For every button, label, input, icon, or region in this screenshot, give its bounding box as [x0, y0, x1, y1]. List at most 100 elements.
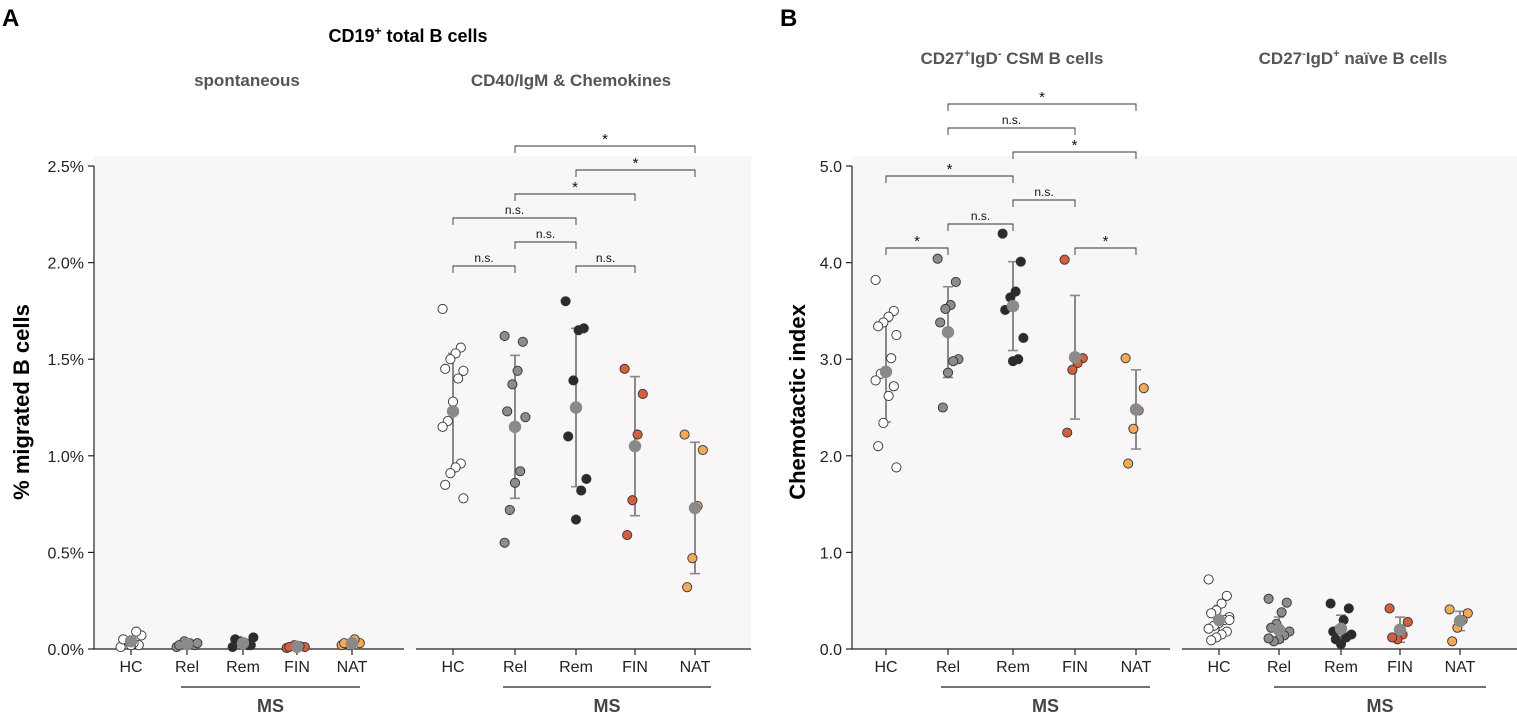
- significance-bracket: [1012, 151, 1137, 159]
- data-point: [886, 353, 897, 364]
- panel-letter-a: A: [2, 5, 19, 32]
- significance-label: *: [947, 161, 953, 178]
- significance-bracket: [514, 241, 577, 249]
- panel-a-ylabel: % migrated B cells: [9, 304, 34, 500]
- panel-b-background: [852, 156, 1517, 649]
- y-tick-label: 5.0: [820, 159, 842, 176]
- data-point: [891, 462, 902, 473]
- data-point: [940, 303, 951, 315]
- y-tick-label: 1.5%: [48, 352, 84, 369]
- x-tick-label: Rel: [503, 659, 527, 676]
- data-point: [1120, 353, 1131, 364]
- mean-marker: [345, 637, 359, 650]
- data-point: [622, 529, 633, 541]
- data-point: [458, 493, 469, 504]
- data-point: [1325, 598, 1336, 609]
- mean-marker: [446, 405, 460, 418]
- mean-marker: [236, 637, 250, 650]
- data-point: [1128, 423, 1139, 434]
- data-point: [679, 429, 690, 440]
- data-point: [1281, 597, 1292, 608]
- x-tick-label: NAT: [1121, 659, 1152, 676]
- data-point: [1263, 593, 1274, 604]
- y-tick-label: 2.5%: [48, 159, 84, 176]
- data-point: [1387, 632, 1398, 643]
- data-point: [458, 365, 469, 376]
- x-tick-label: FIN: [622, 659, 648, 676]
- data-point: [445, 354, 456, 365]
- data-point: [891, 329, 902, 341]
- condition-title-cd40: CD40/IgM & Chemokines: [471, 71, 671, 90]
- significance-bracket: [947, 103, 1137, 111]
- mean-marker: [1334, 622, 1348, 635]
- data-point: [878, 417, 889, 429]
- data-point: [1341, 632, 1352, 643]
- data-point: [440, 363, 451, 374]
- panel-a-background: [94, 156, 751, 649]
- y-tick-label: 1.0: [820, 545, 842, 562]
- data-point: [1444, 604, 1455, 615]
- data-point: [997, 228, 1008, 239]
- significance-label: *: [602, 131, 608, 148]
- data-point: [1330, 634, 1341, 645]
- significance-label: n.s.: [596, 251, 615, 265]
- ms-group-label: MS: [1032, 696, 1059, 715]
- y-tick-label: 1.0%: [48, 449, 84, 466]
- data-point: [517, 336, 528, 347]
- data-point: [1206, 608, 1217, 619]
- data-point: [1203, 623, 1214, 634]
- x-tick-label: HC: [119, 659, 142, 676]
- significance-label: n.s.: [536, 227, 555, 241]
- data-point: [637, 388, 648, 400]
- data-point: [948, 356, 959, 367]
- mean-marker: [628, 439, 642, 453]
- y-tick-label: 0.5%: [48, 545, 84, 562]
- data-point: [1216, 598, 1227, 609]
- mean-marker: [124, 635, 138, 648]
- data-point: [1007, 356, 1019, 367]
- significance-label: *: [633, 155, 639, 172]
- data-point: [627, 495, 638, 506]
- data-point: [883, 390, 894, 401]
- data-point: [560, 296, 571, 307]
- x-tick-label: Rem: [1324, 659, 1358, 676]
- data-point: [1062, 427, 1073, 438]
- mean-marker: [941, 325, 955, 339]
- mean-marker: [1129, 403, 1143, 416]
- data-point: [632, 429, 643, 440]
- significance-bracket: [1012, 199, 1076, 207]
- data-point: [453, 373, 464, 384]
- significance-label: *: [572, 179, 578, 196]
- data-point: [504, 504, 515, 515]
- data-point: [1462, 608, 1473, 619]
- significance-label: *: [1039, 89, 1045, 106]
- significance-bracket: [575, 265, 636, 273]
- mean-marker: [1212, 613, 1226, 627]
- condition-title-naive: CD27-IgD+ naïve B cells: [1259, 48, 1448, 68]
- significance-bracket: [947, 127, 1076, 135]
- y-tick-label: 2.0: [820, 449, 842, 466]
- data-point: [888, 381, 899, 392]
- data-point: [576, 485, 587, 496]
- panel-a-title: CD19+ total B cells: [328, 24, 487, 46]
- data-point: [1343, 603, 1354, 614]
- data-point: [440, 479, 451, 490]
- mean-marker: [1006, 299, 1020, 313]
- data-point: [1138, 383, 1149, 394]
- y-tick-label: 0.0%: [48, 642, 84, 659]
- ms-group-label: MS: [257, 696, 284, 715]
- data-point: [1224, 614, 1235, 626]
- mean-marker: [180, 637, 194, 651]
- data-point: [1384, 603, 1395, 614]
- mean-marker: [1453, 614, 1467, 628]
- data-point: [1059, 254, 1070, 265]
- data-point: [581, 473, 592, 485]
- x-tick-label: HC: [441, 659, 464, 676]
- data-point: [1015, 256, 1026, 267]
- data-point: [1221, 590, 1232, 601]
- x-tick-label: FIN: [1387, 659, 1413, 676]
- data-point: [942, 367, 954, 378]
- significance-bracket: [1074, 247, 1137, 255]
- data-point: [1018, 332, 1029, 343]
- data-point: [568, 375, 579, 386]
